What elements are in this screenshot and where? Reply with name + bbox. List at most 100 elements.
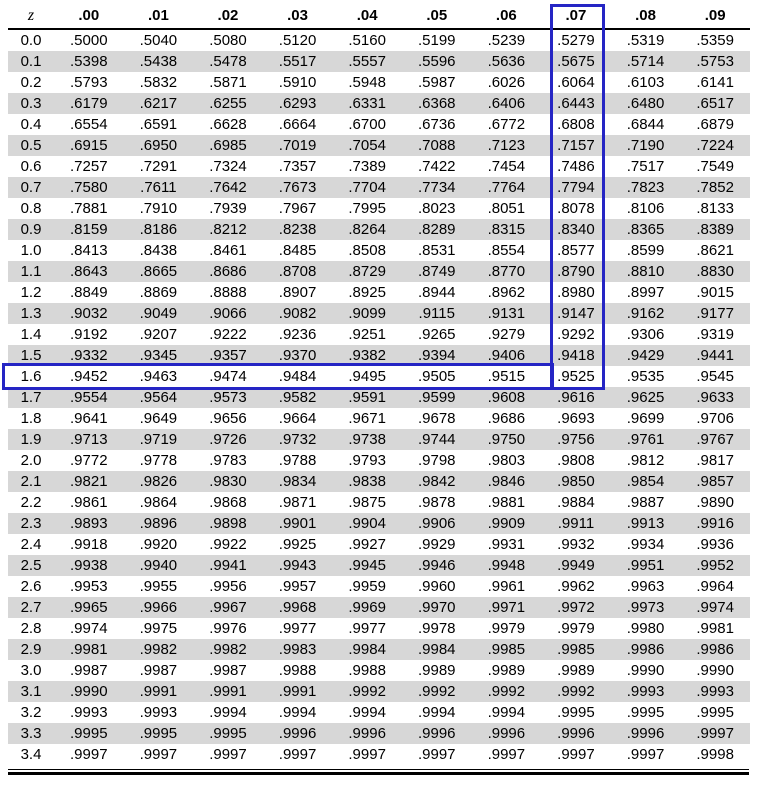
value-cell: .9726 [209,431,247,448]
value-cell: .9901 [278,515,317,532]
value-cell: .8413 [70,242,108,259]
value-cell: .8078 [557,200,595,217]
row-label: 2.9 [20,641,42,658]
value-cell: .9292 [557,326,595,343]
value-cell: .9505 [417,368,456,385]
value-cell: .9896 [139,515,178,532]
value-cell: .9955 [139,578,178,595]
table-row: 2.1 .9821 .9826 .9830 .9834 .9838 .9842 .9846 .9… [8,471,750,492]
value-cell: .9960 [417,578,456,595]
value-cell: .6217 [139,95,178,112]
value-cell: .6950 [139,137,178,154]
value-cell: .8289 [417,221,456,238]
value-cell: .9941 [209,557,247,574]
value-cell: .5517 [278,53,317,70]
value-cell: .6517 [696,95,734,112]
value-cell: .9713 [70,431,108,448]
value-cell: .9920 [139,536,178,553]
row-label: 2.8 [20,620,42,637]
value-cell: .7967 [278,200,317,217]
value-cell: .6591 [139,116,178,133]
value-cell: .7939 [209,200,247,217]
value-cell: .9959 [348,578,386,595]
value-cell: .9997 [696,725,734,742]
value-cell: .8051 [487,200,526,217]
column-header: .04 [332,3,402,30]
table-row: 2.7 .9965 .9966 .9967 .9968 .9969 .9970 .9971 .9… [8,597,750,618]
value-cell: .9842 [417,473,456,490]
value-cell: .9988 [278,662,317,679]
value-cell: .5910 [278,74,317,91]
value-cell: .6554 [70,116,108,133]
value-cell: .9982 [209,641,247,658]
table-row: 1.9 .9713 .9719 .9726 .9732 .9738 .9744 .9750 .9… [8,429,750,450]
value-cell: .9940 [139,557,178,574]
row-label: 1.2 [20,284,42,301]
value-cell: .9974 [696,599,734,616]
value-cell: .9995 [209,725,247,742]
value-cell: .8962 [487,284,526,301]
value-cell: .7642 [209,179,247,196]
value-cell: .9985 [487,641,526,658]
value-cell: .5636 [487,53,526,70]
table-row: 0.4 .6554 .6591 .6628 .6664 .6700 .6736 .6772 .6… [8,114,750,135]
value-cell: .8925 [348,284,386,301]
value-cell: .8729 [348,263,386,280]
value-cell: .9015 [696,284,734,301]
value-cell: .9980 [626,620,665,637]
table-row: 0.5 .6915 .6950 .6985 .7019 .7054 .7088 .7123 .7… [8,135,750,156]
value-cell: .5319 [626,32,665,49]
value-cell: .9971 [487,599,526,616]
value-cell: .9821 [70,473,108,490]
value-cell: .9878 [417,494,456,511]
value-cell: .9993 [626,683,665,700]
value-cell: .8997 [626,284,665,301]
value-cell: .5714 [626,53,665,70]
value-cell: .9993 [696,683,734,700]
value-cell: .5000 [70,32,108,49]
value-cell: .9887 [626,494,665,511]
value-cell: .7580 [70,179,108,196]
value-cell: .9732 [278,431,317,448]
value-cell: .8599 [626,242,665,259]
column-header: .03 [262,3,333,30]
column-header: .05 [401,3,472,30]
value-cell: .9916 [696,515,734,532]
value-cell: .6255 [209,95,247,112]
value-cell: .9994 [348,704,386,721]
value-cell: .9974 [70,620,108,637]
table-row: 1.0 .8413 .8438 .8461 .8485 .8508 .8531 .8554 .8… [8,240,750,261]
value-cell: .5080 [209,32,247,49]
value-cell: .9573 [209,389,247,406]
value-cell: .9370 [278,347,317,364]
value-cell: .9981 [696,620,734,637]
row-label: 2.6 [20,578,42,595]
value-cell: .9706 [696,410,734,427]
value-cell: .9982 [139,641,178,658]
value-cell: .9986 [626,641,665,658]
value-cell: .9535 [626,368,665,385]
row-label: 0.2 [20,74,42,91]
value-cell: .9884 [557,494,595,511]
row-label: 2.2 [20,494,42,511]
value-cell: .9452 [70,368,108,385]
row-label: 0.5 [20,137,42,154]
table-row: 2.8 .9974 .9975 .9976 .9977 .9977 .9978 .9979 .9… [8,618,750,639]
value-cell: .9192 [70,326,108,343]
z-table-body: 0.0 .5000 .5040 .5080 .5120 .5160 .5199 .5239 .5… [8,29,750,765]
row-label: 2.1 [20,473,42,490]
value-cell: .8907 [278,284,317,301]
value-cell: .8508 [348,242,386,259]
value-cell: .9207 [139,326,178,343]
value-cell: .9750 [487,431,526,448]
value-cell: .8438 [139,242,178,259]
value-cell: .9913 [626,515,665,532]
value-cell: .9803 [487,452,526,469]
value-cell: .9868 [209,494,247,511]
value-cell: .9968 [278,599,317,616]
value-cell: .9625 [626,389,665,406]
value-cell: .9147 [557,305,595,322]
table-row: 0.6 .7257 .7291 .7324 .7357 .7389 .7422 .7454 .7… [8,156,750,177]
value-cell: .6141 [696,74,734,91]
value-cell: .9990 [696,662,734,679]
